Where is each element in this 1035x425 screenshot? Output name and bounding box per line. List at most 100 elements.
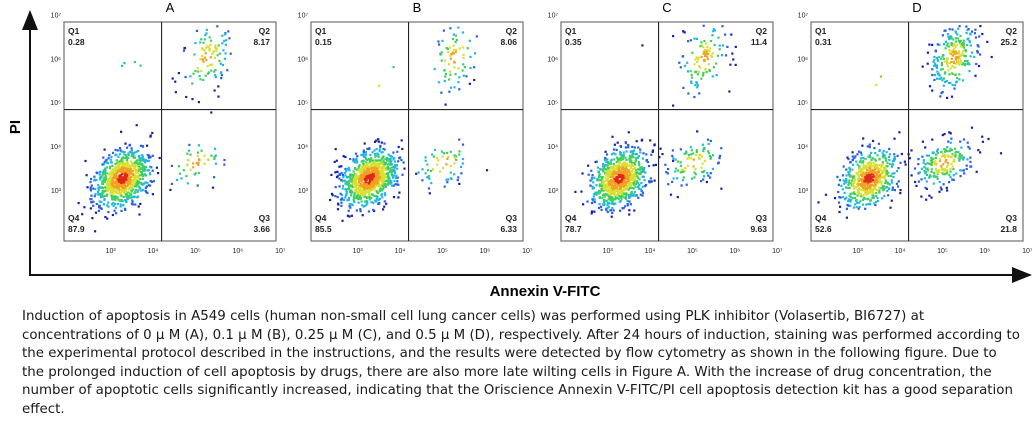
event-dot <box>847 158 850 161</box>
event-dot <box>861 183 864 187</box>
event-dot <box>123 166 126 170</box>
event-dot <box>694 173 697 176</box>
event-dot <box>844 179 847 182</box>
event-dot <box>356 194 359 197</box>
event-dot <box>125 154 128 157</box>
event-dot <box>930 170 933 174</box>
event-dot <box>672 159 675 162</box>
event-dot <box>191 82 194 85</box>
event-dot <box>884 157 887 160</box>
event-dot <box>115 181 118 184</box>
event-dot <box>925 180 928 183</box>
event-dot <box>615 173 618 176</box>
event-dot <box>925 154 928 157</box>
event-dot <box>958 153 961 156</box>
event-dot <box>635 194 638 197</box>
event-dot <box>899 189 902 192</box>
event-dot <box>865 187 868 190</box>
event-dot <box>199 58 202 61</box>
event-dot <box>887 194 890 197</box>
event-dot <box>384 157 387 160</box>
event-dot <box>946 65 949 68</box>
event-dot <box>371 172 374 175</box>
event-dot <box>622 162 625 166</box>
event-dot <box>672 157 675 160</box>
event-dot <box>853 156 856 160</box>
event-dot <box>882 185 885 188</box>
event-dot <box>609 209 612 212</box>
event-dot <box>940 165 943 168</box>
event-dot <box>396 183 399 186</box>
event-dot <box>358 178 361 181</box>
event-dot <box>611 167 614 170</box>
x-tick-label: 10⁴ <box>148 248 159 255</box>
event-dot <box>713 43 716 47</box>
event-dot <box>923 166 926 169</box>
event-dot <box>887 174 890 177</box>
event-dot <box>93 175 96 178</box>
event-dot <box>89 198 92 201</box>
event-dot <box>458 182 461 185</box>
event-dot <box>602 199 605 202</box>
event-dot <box>858 169 861 172</box>
event-dot <box>952 50 955 54</box>
event-dot <box>644 171 647 174</box>
event-dot <box>597 191 600 194</box>
event-dot <box>341 174 344 177</box>
event-dot <box>706 55 709 58</box>
event-dot <box>359 182 362 185</box>
event-dot <box>924 186 927 189</box>
event-dot <box>139 187 142 190</box>
event-dot <box>360 171 363 174</box>
event-dot <box>936 152 939 155</box>
event-dot <box>374 186 377 189</box>
event-dot <box>690 81 693 84</box>
event-dot <box>113 198 116 201</box>
event-dot <box>131 172 134 175</box>
event-dot <box>849 161 852 164</box>
event-dot <box>702 46 705 49</box>
event-dot <box>133 167 136 170</box>
event-dot <box>604 199 607 202</box>
event-dot <box>396 176 399 179</box>
event-dot <box>965 32 968 35</box>
event-dot <box>608 171 611 174</box>
event-dot <box>214 154 217 157</box>
event-dot <box>611 211 614 215</box>
event-dot <box>174 91 177 94</box>
event-dot <box>697 70 700 73</box>
event-dot <box>372 186 375 190</box>
event-dot <box>356 192 359 195</box>
event-dot <box>223 39 226 42</box>
event-dot <box>116 183 119 186</box>
event-dot <box>862 165 865 168</box>
event-dot <box>369 153 372 157</box>
event-dot <box>169 188 172 191</box>
event-dot <box>601 186 604 190</box>
event-dot <box>631 145 634 148</box>
event-dot <box>392 66 395 69</box>
event-dot <box>683 170 686 173</box>
event-dot <box>889 162 892 165</box>
x-tick-label: 10⁵ <box>437 248 448 255</box>
event-dot <box>612 202 615 205</box>
event-dot <box>618 166 621 169</box>
event-dot <box>605 184 608 187</box>
event-dot <box>609 170 613 173</box>
event-dot <box>874 188 877 191</box>
event-dot <box>705 180 708 184</box>
y-tick-label: 10⁴ <box>297 144 308 151</box>
event-dot <box>605 179 608 182</box>
event-dot <box>591 198 594 201</box>
event-dot <box>136 180 139 183</box>
event-dot <box>177 165 181 168</box>
event-dot <box>346 214 349 217</box>
event-dot <box>671 149 674 152</box>
event-dot <box>943 133 946 136</box>
event-dot <box>632 156 635 159</box>
event-dot <box>943 150 947 153</box>
event-dot <box>127 165 131 169</box>
event-dot <box>842 165 845 168</box>
event-dot <box>329 198 332 202</box>
event-dot <box>918 171 921 174</box>
